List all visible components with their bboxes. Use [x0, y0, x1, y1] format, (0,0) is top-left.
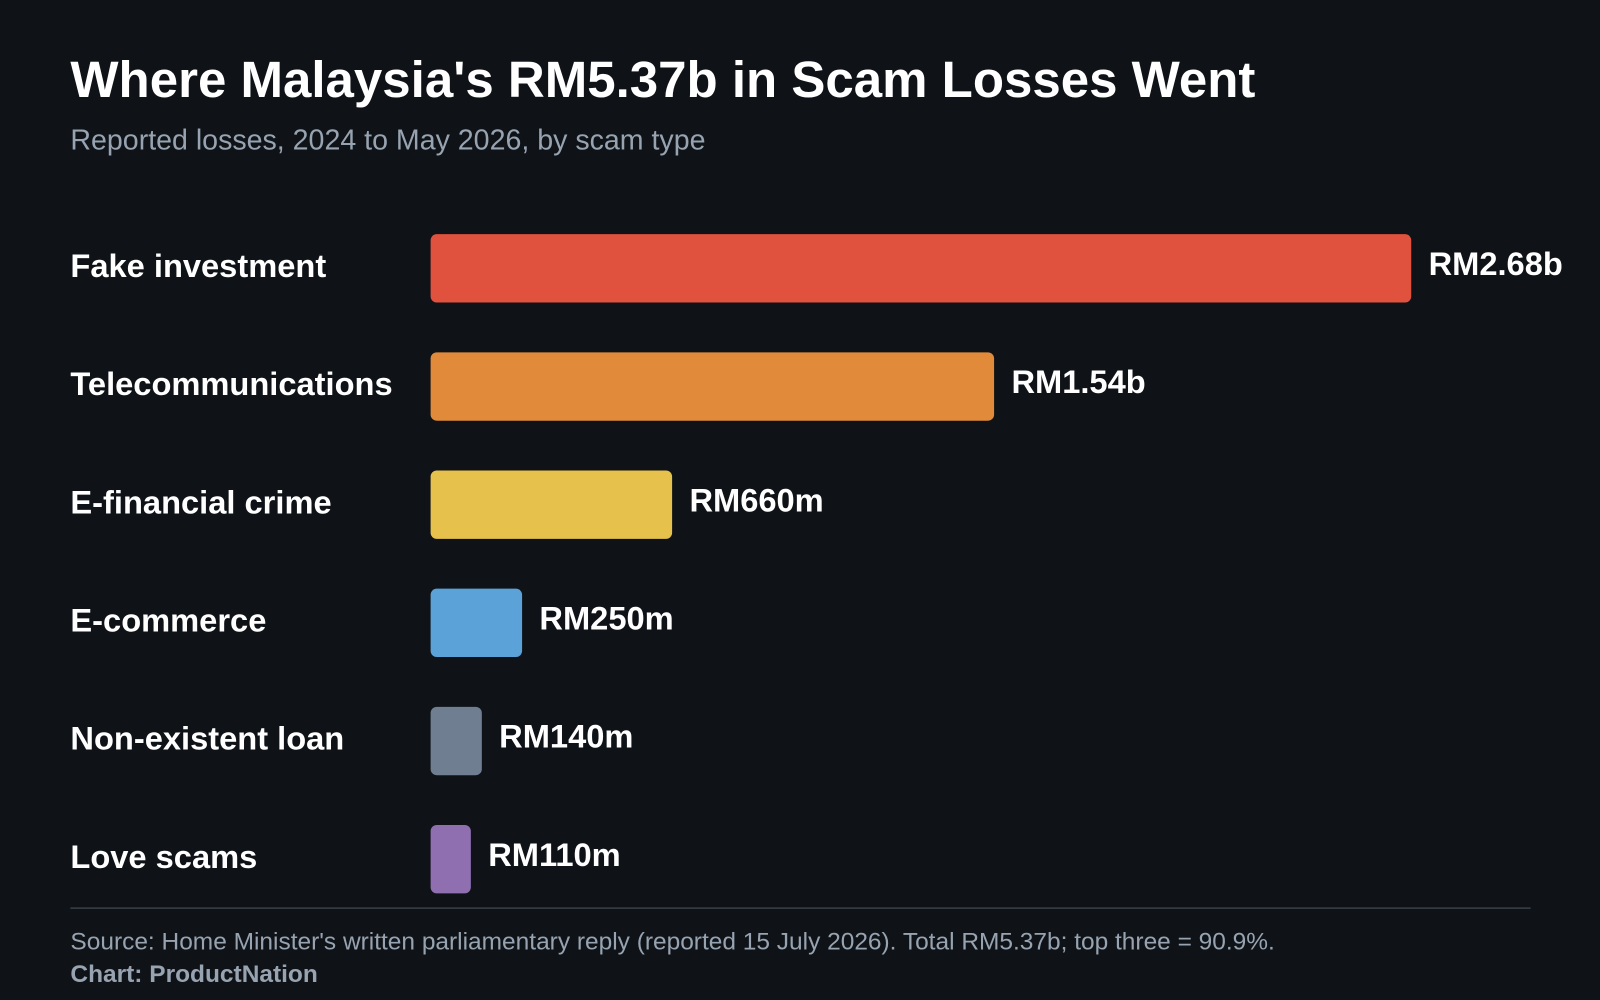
- category-label: Love scams: [70, 838, 257, 875]
- bar: [430, 352, 995, 421]
- chart-subtitle: Reported losses, 2024 to May 2026, by sc…: [70, 124, 705, 156]
- bar: [430, 706, 482, 776]
- category-label: Telecommunications: [70, 365, 392, 402]
- category-label: Non-existent loan: [70, 720, 344, 757]
- value-label: RM2.68b: [1429, 245, 1563, 282]
- bar: [430, 825, 471, 894]
- value-label: RM250m: [539, 599, 673, 636]
- credit: Chart: ProductNation: [70, 961, 317, 988]
- bar: [430, 234, 1412, 303]
- category-label: E-commerce: [70, 601, 266, 638]
- bar: [430, 588, 523, 658]
- value-label: RM140m: [499, 718, 633, 755]
- value-label: RM1.54b: [1011, 363, 1145, 400]
- source-note: Source: Home Minister's written parliame…: [70, 928, 1274, 955]
- category-label: E-financial crime: [70, 483, 331, 520]
- chart-title: Where Malaysia's RM5.37b in Scam Losses …: [70, 51, 1255, 108]
- category-label: Fake investment: [70, 247, 326, 284]
- value-label: RM110m: [488, 836, 620, 873]
- value-label: RM660m: [689, 481, 823, 518]
- bar: [430, 470, 673, 539]
